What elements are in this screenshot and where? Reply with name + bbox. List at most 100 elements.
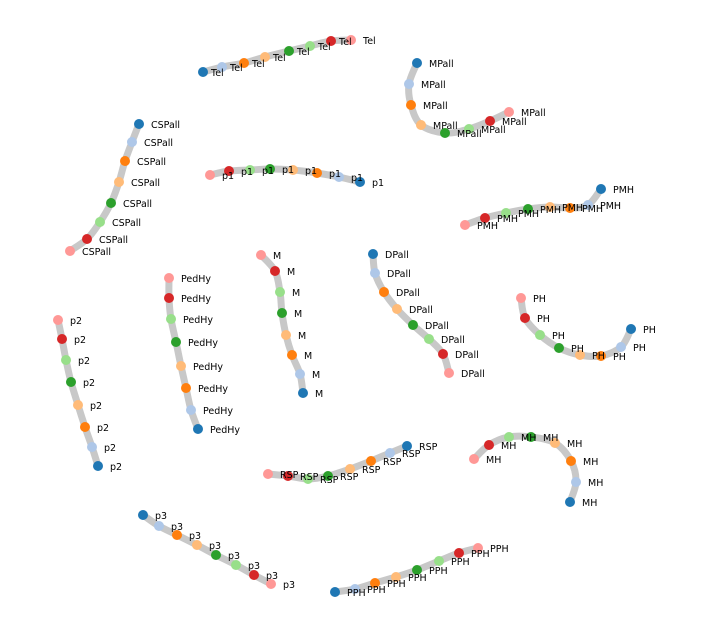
- node-cspall-1: [134, 119, 144, 129]
- node-p2-3: [80, 422, 90, 432]
- node-label-mh-5: MH: [543, 433, 558, 444]
- node-p2-1: [93, 461, 103, 471]
- node-label-dpall-6: DPall: [441, 335, 465, 346]
- node-label-mh-6: MH: [521, 433, 536, 444]
- node-p1-8: [205, 170, 215, 180]
- node-ph-2: [616, 342, 626, 352]
- node-rsp-8: [263, 469, 273, 479]
- node-label-ph-2: PH: [633, 343, 646, 354]
- node-label-m-7: M: [287, 267, 295, 278]
- node-mpall-3: [406, 100, 416, 110]
- node-rsp-1: [402, 441, 412, 451]
- node-label-dpall-5: DPall: [425, 321, 449, 332]
- node-label-p2-4: p2: [90, 401, 102, 412]
- node-p1-4: [288, 165, 298, 175]
- node-ph-4: [575, 350, 585, 360]
- node-tel-7: [326, 36, 336, 46]
- node-label-mpall-6: MPall: [481, 125, 506, 136]
- node-label-pmh-6: PMH: [518, 209, 539, 220]
- node-p2-2: [87, 442, 97, 452]
- node-pmh-3: [565, 203, 575, 213]
- node-label-ph-8: PH: [533, 294, 546, 305]
- node-p3-5: [211, 550, 221, 560]
- node-p1-3: [312, 168, 322, 178]
- node-p2-6: [61, 355, 71, 365]
- node-label-mh-7: MH: [501, 441, 516, 452]
- node-label-cspall-7: CSPall: [99, 235, 128, 246]
- trajectory-cspall: CSPallCSPallCSPallCSPallCSPallCSPallCSPa…: [65, 119, 180, 258]
- node-label-rsp-8: RSP: [280, 470, 299, 481]
- node-label-ph-1: PH: [643, 325, 656, 336]
- node-mpall-2: [404, 79, 414, 89]
- node-label-p1-5: p1: [282, 165, 294, 176]
- node-pedhy-3: [181, 383, 191, 393]
- node-label-cspall-1: CSPall: [151, 120, 180, 131]
- node-cspall-7: [82, 234, 92, 244]
- node-label-ph-3: PH: [613, 352, 626, 363]
- node-tel-2: [217, 62, 227, 72]
- node-m-8: [256, 250, 266, 260]
- node-dpall-5: [408, 320, 418, 330]
- node-label-pmh-4: PMH: [562, 203, 583, 214]
- node-mh-4: [550, 438, 560, 448]
- node-p3-7: [249, 570, 259, 580]
- node-pmh-6: [501, 208, 511, 218]
- node-ph-5: [554, 343, 564, 353]
- node-label-pph-2: PPH: [367, 585, 386, 596]
- node-cspall-5: [106, 198, 116, 208]
- node-ph-8: [516, 293, 526, 303]
- node-label-mpall-8: MPall: [521, 108, 546, 119]
- node-ph-7: [520, 313, 530, 323]
- node-p3-4: [192, 540, 202, 550]
- node-label-mpall-3: MPall: [423, 101, 448, 112]
- node-label-rsp-4: RSP: [362, 465, 381, 476]
- node-label-pmh-5: PMH: [540, 205, 561, 216]
- node-rsp-4: [345, 464, 355, 474]
- node-label-pedhy-3: PedHy: [198, 384, 228, 395]
- node-p3-1: [138, 510, 148, 520]
- node-label-m-4: M: [298, 331, 306, 342]
- trajectory-pedhy: PedHy PedHy PedHy PedHy PedHy PedHy PedHy PedHy: [164, 273, 240, 436]
- node-m-6: [275, 287, 285, 297]
- node-label-pedhy-1: PedHy: [210, 425, 240, 436]
- node-label-m-3: M: [304, 351, 312, 362]
- node-tel-5: [284, 46, 294, 56]
- node-rsp-6: [303, 474, 313, 484]
- node-label-p2-1: p2: [110, 462, 122, 473]
- node-label-m-6: M: [292, 288, 300, 299]
- node-mh-3: [566, 456, 576, 466]
- node-p1-7: [224, 166, 234, 176]
- node-label-pph-3: PPH: [387, 579, 406, 590]
- node-dpall-4: [392, 304, 402, 314]
- node-tel-6: [305, 41, 315, 51]
- node-label-pmh-2: PMH: [600, 201, 621, 212]
- node-label-mh-3: MH: [583, 457, 598, 468]
- node-label-rsp-2: RSP: [402, 449, 421, 460]
- node-label-p1-3: p1: [329, 169, 341, 180]
- node-label-ph-4: PH: [592, 351, 605, 362]
- node-label-pph-4: PPH: [408, 573, 427, 584]
- node-label-pph-7: PPH: [471, 549, 490, 560]
- node-p2-7: [57, 334, 67, 344]
- node-pedhy-5: [171, 337, 181, 347]
- node-pedhy-1: [193, 424, 203, 434]
- node-label-p2-3: p2: [97, 423, 109, 434]
- node-label-mh-8: MH: [486, 455, 501, 466]
- node-label-pedhy-6: PedHy: [183, 315, 213, 326]
- node-label-rsp-7: RSP: [300, 472, 319, 483]
- node-label-cspall-4: CSPall: [131, 178, 160, 189]
- node-label-p3-3: p3: [189, 531, 201, 542]
- node-rsp-5: [323, 471, 333, 481]
- node-label-p3-1: p3: [155, 511, 167, 522]
- node-rsp-3: [366, 456, 376, 466]
- node-tel-1: [198, 67, 208, 77]
- node-pedhy-4: [176, 361, 186, 371]
- node-cspall-6: [95, 217, 105, 227]
